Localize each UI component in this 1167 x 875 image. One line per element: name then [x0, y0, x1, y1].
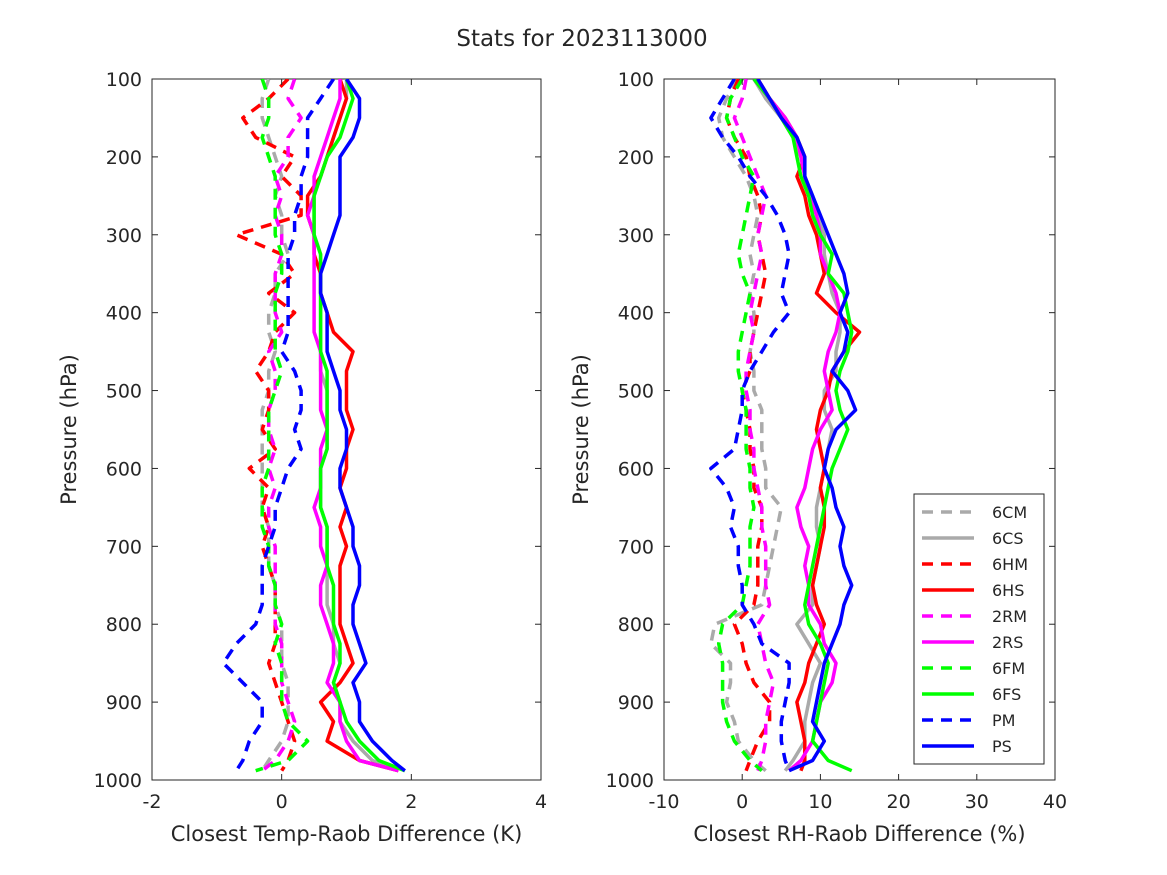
x-tick-label: 40 — [1043, 791, 1067, 813]
legend: 6CM 6CS 6HM 6HS 2RM 2RS 6FM 6FS PM PS — [913, 493, 1045, 765]
series-group — [221, 79, 406, 773]
x-tick-label: 4 — [535, 791, 547, 813]
x-tick-label: 10 — [808, 791, 832, 813]
series-line-2rm — [261, 79, 303, 773]
legend-box — [913, 493, 1045, 765]
series-line-ps — [318, 79, 406, 773]
x-tick-label: 30 — [965, 791, 989, 813]
series-line-ps — [756, 79, 858, 773]
series-line-6hs — [305, 79, 399, 773]
y-tick-label: 700 — [106, 536, 142, 558]
x-tick-label: 0 — [736, 791, 748, 813]
legend-label: 6HS — [992, 581, 1024, 600]
y-tick-label: 400 — [106, 303, 142, 325]
y-tick-label: 800 — [618, 614, 654, 636]
y-tick-label: 200 — [618, 147, 654, 169]
y-tick-label: 100 — [106, 69, 142, 91]
series-line-6fm — [255, 79, 310, 773]
legend-label: 6HM — [992, 555, 1028, 574]
y-tick-label: 400 — [618, 303, 654, 325]
legend-label: 6FM — [992, 659, 1025, 678]
series-line-6fm — [716, 79, 763, 773]
series-group — [709, 79, 862, 773]
series-line-6cm — [709, 79, 784, 773]
y-tick-label: 500 — [618, 381, 654, 403]
series-line-6hm — [234, 79, 303, 772]
x-tick-label: 20 — [887, 791, 911, 813]
y-tick-label: 1000 — [94, 770, 142, 792]
legend-label: PM — [992, 711, 1015, 730]
legend-label: 2RM — [992, 607, 1027, 626]
series-line-6fs — [312, 79, 406, 773]
figure-title: Stats for 2023113000 — [456, 26, 707, 52]
legend-label: 2RS — [992, 633, 1023, 652]
series-line-pm — [709, 79, 791, 772]
legend-label: 6FS — [992, 685, 1021, 704]
legend-label: PS — [992, 737, 1012, 756]
x-tick-label: 2 — [405, 791, 417, 813]
legend-label: 6CS — [992, 529, 1024, 548]
x-tick-label: -2 — [143, 791, 162, 813]
y-tick-label: 1000 — [606, 770, 654, 792]
series-line-6hs — [756, 79, 862, 772]
y-tick-label: 100 — [618, 69, 654, 91]
temp-diff-axes: 100 200 300 400 500 600 700 800 900 1000-2 0 2 4 Clos… — [57, 69, 547, 846]
x-axis-label: Closest Temp-Raob Difference (K) — [171, 822, 523, 846]
y-tick-label: 600 — [618, 458, 654, 480]
y-tick-label: 500 — [106, 381, 142, 403]
series-line-pm — [221, 79, 335, 772]
y-axis-label: Pressure (hPa) — [569, 354, 593, 505]
y-tick-label: 900 — [106, 692, 142, 714]
y-tick-label: 300 — [106, 225, 142, 247]
x-tick-label: 0 — [276, 791, 288, 813]
y-tick-label: 600 — [106, 458, 142, 480]
x-axis-label: Closest RH-Raob Difference (%) — [693, 822, 1025, 846]
y-tick-label: 800 — [106, 614, 142, 636]
y-tick-label: 900 — [618, 692, 654, 714]
y-tick-label: 200 — [106, 147, 142, 169]
y-tick-label: 300 — [618, 225, 654, 247]
y-axis-label: Pressure (hPa) — [57, 354, 81, 505]
x-tick-label: -10 — [648, 791, 679, 813]
y-tick-label: 700 — [618, 536, 654, 558]
legend-label: 6CM — [992, 503, 1027, 522]
series-line-6fs — [752, 79, 854, 773]
